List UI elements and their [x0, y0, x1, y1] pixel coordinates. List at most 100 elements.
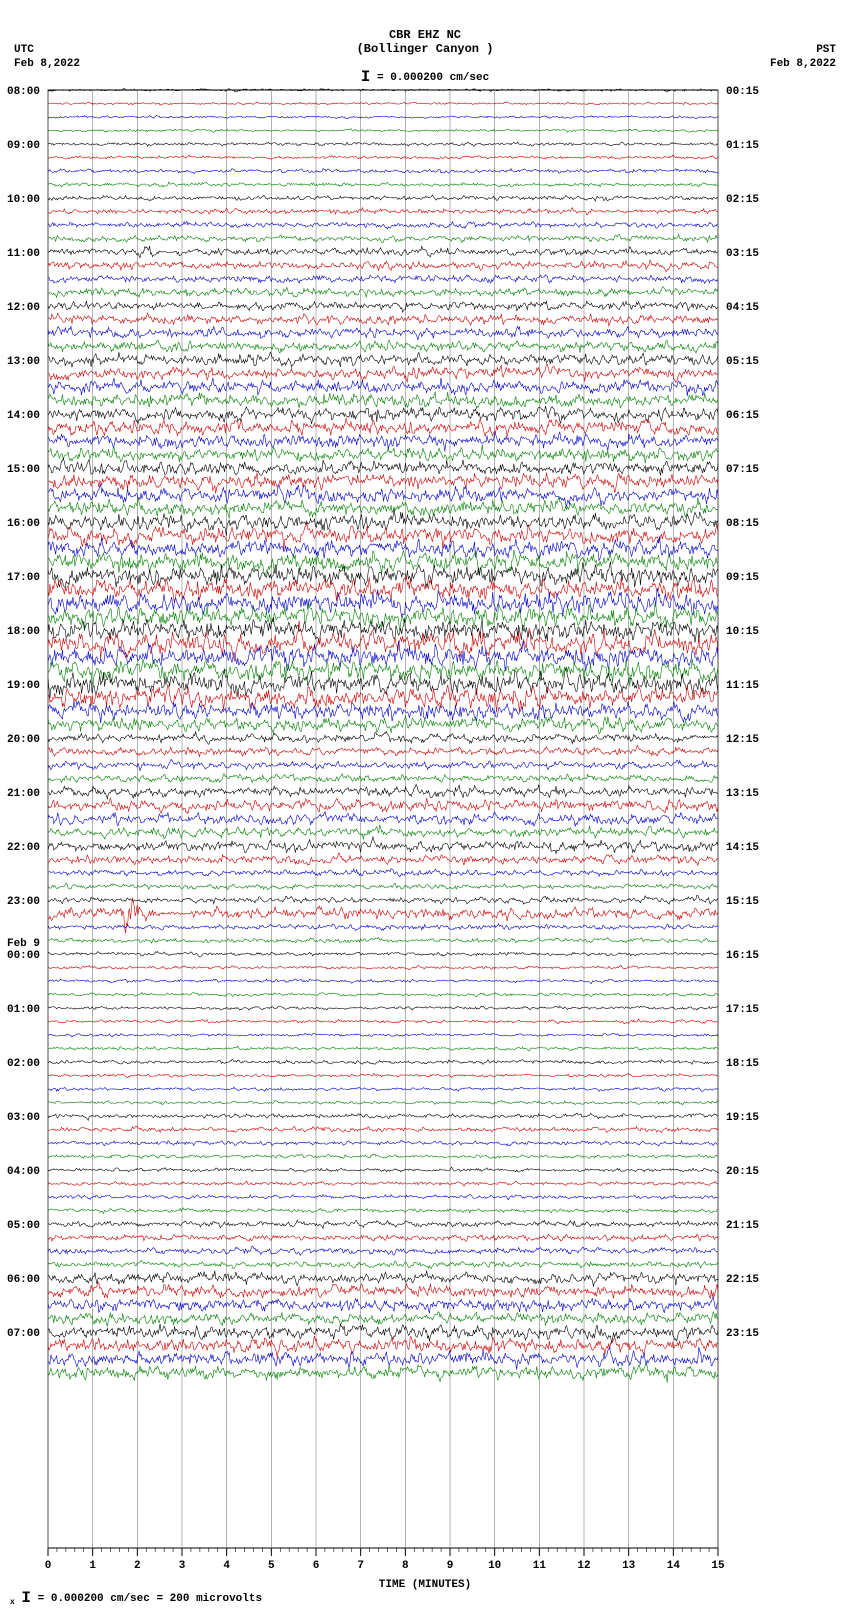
seismic-trace	[48, 1141, 718, 1146]
seismic-trace	[48, 669, 718, 699]
svg-text:14:15: 14:15	[726, 842, 759, 854]
footer-scale: x I = 0.000200 cm/sec = 200 microvolts	[10, 1589, 262, 1607]
svg-text:06:00: 06:00	[7, 1274, 40, 1286]
seismic-trace	[48, 510, 718, 536]
seismic-trace	[48, 1126, 718, 1132]
seismic-trace	[48, 812, 718, 827]
seismic-trace	[48, 895, 718, 904]
seismic-trace	[48, 1033, 718, 1037]
svg-text:19:15: 19:15	[726, 1112, 759, 1124]
seismogram-container: CBR EHZ NC (Bollinger Canyon ) UTC Feb 8…	[0, 0, 850, 1613]
footer-scale-text: = 0.000200 cm/sec = 200 microvolts	[38, 1593, 262, 1605]
seismic-trace	[48, 287, 718, 298]
svg-text:23:15: 23:15	[726, 1328, 759, 1340]
helicorder-plot: 012345678910111213141508:0009:0010:0011:…	[0, 0, 850, 1613]
seismic-trace	[48, 837, 718, 854]
svg-text:01:15: 01:15	[726, 140, 759, 152]
svg-text:15:15: 15:15	[726, 896, 759, 908]
seismic-trace	[48, 1167, 718, 1173]
seismic-trace	[48, 869, 718, 877]
seismic-trace	[48, 129, 718, 133]
svg-text:00:15: 00:15	[726, 86, 759, 98]
svg-text:15: 15	[711, 1560, 725, 1572]
seismic-trace	[48, 641, 718, 671]
seismic-trace	[48, 406, 718, 424]
seismic-trace	[48, 1347, 718, 1370]
svg-text:10: 10	[488, 1560, 501, 1572]
svg-text:18:15: 18:15	[726, 1058, 759, 1070]
svg-text:07:00: 07:00	[7, 1328, 40, 1340]
seismic-trace	[48, 1282, 718, 1299]
seismic-trace	[48, 260, 718, 272]
svg-text:9: 9	[447, 1560, 454, 1572]
seismic-trace	[48, 1336, 718, 1358]
seismic-trace	[48, 1006, 718, 1010]
svg-text:11: 11	[533, 1560, 547, 1572]
seismic-trace	[48, 1246, 718, 1256]
seismic-trace	[48, 1312, 718, 1326]
seismic-trace	[48, 392, 718, 409]
svg-text:15:00: 15:00	[7, 464, 40, 476]
seismic-trace	[48, 993, 718, 997]
seismic-trace	[48, 745, 718, 757]
svg-text:09:00: 09:00	[7, 140, 40, 152]
seismic-trace	[48, 115, 718, 119]
svg-text:07:15: 07:15	[726, 464, 759, 476]
seismic-trace	[48, 246, 718, 258]
svg-text:1: 1	[89, 1560, 96, 1572]
svg-text:16:00: 16:00	[7, 518, 40, 530]
seismic-trace	[48, 1181, 718, 1186]
svg-text:02:15: 02:15	[726, 194, 759, 206]
seismic-trace	[48, 484, 718, 506]
seismic-trace	[48, 155, 718, 159]
seismic-trace	[48, 731, 718, 744]
svg-text:13:00: 13:00	[7, 356, 40, 368]
svg-text:8: 8	[402, 1560, 409, 1572]
seismic-trace	[48, 1260, 718, 1269]
svg-text:09:15: 09:15	[726, 572, 759, 584]
svg-text:10:00: 10:00	[7, 194, 40, 206]
svg-text:06:15: 06:15	[726, 410, 759, 422]
svg-text:3: 3	[179, 1560, 186, 1572]
seismic-trace	[48, 853, 718, 865]
seismic-trace	[48, 774, 718, 783]
seismic-trace	[48, 979, 718, 984]
svg-text:13: 13	[622, 1560, 636, 1572]
svg-text:02:00: 02:00	[7, 1058, 40, 1070]
svg-text:18:00: 18:00	[7, 626, 40, 638]
svg-text:7: 7	[357, 1560, 364, 1572]
seismic-trace	[48, 1220, 718, 1228]
seismic-trace	[48, 952, 718, 957]
svg-text:21:15: 21:15	[726, 1220, 759, 1232]
seismic-trace	[48, 221, 718, 229]
seismic-trace	[48, 1060, 718, 1065]
seismic-trace	[48, 142, 718, 146]
seismic-trace	[48, 760, 718, 771]
svg-text:12: 12	[577, 1560, 590, 1572]
seismic-trace	[48, 1324, 718, 1343]
svg-text:10:15: 10:15	[726, 626, 759, 638]
seismic-trace	[48, 784, 718, 798]
svg-text:19:00: 19:00	[7, 680, 40, 692]
svg-text:12:00: 12:00	[7, 302, 40, 314]
footer-scale-sub: x	[10, 1598, 15, 1607]
seismic-trace	[48, 340, 718, 353]
seismic-trace	[48, 1087, 718, 1091]
seismic-trace	[48, 550, 718, 576]
seismic-trace	[48, 1194, 718, 1199]
svg-text:20:00: 20:00	[7, 734, 40, 746]
svg-text:13:15: 13:15	[726, 788, 759, 800]
seismic-trace	[48, 576, 718, 602]
seismic-trace	[48, 716, 718, 734]
svg-text:17:00: 17:00	[7, 572, 40, 584]
seismic-trace	[48, 825, 718, 839]
seismic-trace	[48, 352, 718, 367]
svg-text:04:00: 04:00	[7, 1166, 40, 1178]
svg-text:11:15: 11:15	[726, 680, 759, 692]
svg-text:Feb 9: Feb 9	[7, 938, 40, 950]
seismic-trace	[48, 1208, 718, 1214]
seismic-trace	[48, 1234, 718, 1241]
svg-text:08:00: 08:00	[7, 86, 40, 98]
seismic-trace	[48, 102, 718, 105]
svg-text:16:15: 16:15	[726, 950, 759, 962]
